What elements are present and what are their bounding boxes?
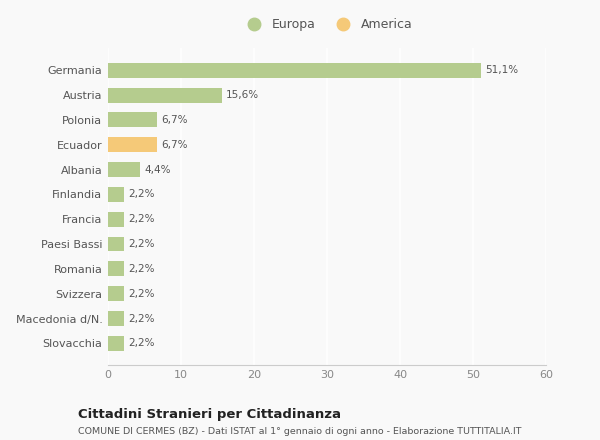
Text: 2,2%: 2,2%	[128, 264, 155, 274]
Bar	[108, 187, 124, 202]
Text: 2,2%: 2,2%	[128, 338, 155, 348]
Text: 51,1%: 51,1%	[485, 65, 518, 75]
Bar	[108, 137, 157, 152]
Bar	[108, 162, 140, 177]
Legend: Europa, America: Europa, America	[236, 14, 418, 37]
Text: 2,2%: 2,2%	[128, 239, 155, 249]
Bar	[108, 336, 124, 351]
Bar	[108, 63, 481, 78]
Text: 6,7%: 6,7%	[161, 115, 188, 125]
Text: 2,2%: 2,2%	[128, 289, 155, 299]
Bar	[108, 88, 222, 103]
Bar	[108, 261, 124, 276]
Bar	[108, 286, 124, 301]
Bar	[108, 311, 124, 326]
Text: 2,2%: 2,2%	[128, 189, 155, 199]
Bar	[108, 113, 157, 127]
Text: Cittadini Stranieri per Cittadinanza: Cittadini Stranieri per Cittadinanza	[78, 408, 341, 422]
Text: 4,4%: 4,4%	[145, 165, 171, 175]
Text: COMUNE DI CERMES (BZ) - Dati ISTAT al 1° gennaio di ogni anno - Elaborazione TUT: COMUNE DI CERMES (BZ) - Dati ISTAT al 1°…	[78, 427, 521, 436]
Text: 2,2%: 2,2%	[128, 314, 155, 323]
Text: 6,7%: 6,7%	[161, 140, 188, 150]
Text: 15,6%: 15,6%	[226, 90, 259, 100]
Bar	[108, 212, 124, 227]
Bar	[108, 237, 124, 252]
Text: 2,2%: 2,2%	[128, 214, 155, 224]
